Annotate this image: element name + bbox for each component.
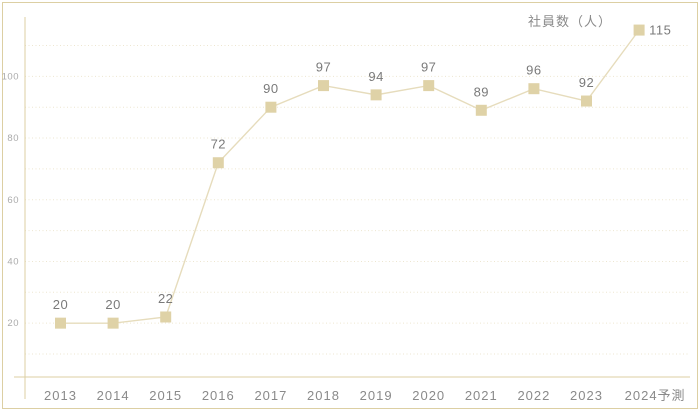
data-point-marker xyxy=(160,311,172,323)
data-point-label: 20 xyxy=(105,297,120,312)
y-tick-label: 80 xyxy=(7,133,19,144)
data-point-label: 22 xyxy=(158,291,173,306)
data-point-label: 89 xyxy=(474,84,489,99)
y-tick-label: 60 xyxy=(7,195,19,206)
x-tick-label: 2024予測 xyxy=(625,388,686,403)
data-point-marker xyxy=(370,89,382,101)
legend-series-name: 社員数（人） xyxy=(527,14,612,29)
chart-frame-border xyxy=(2,2,698,409)
x-tick-label: 2019 xyxy=(360,388,393,403)
x-tick-label: 2016 xyxy=(202,388,235,403)
data-point-label: 115 xyxy=(649,23,671,38)
data-point-marker xyxy=(55,317,66,329)
x-tick-label: 2023 xyxy=(570,388,603,403)
x-tick-label: 2020 xyxy=(412,388,445,403)
data-point-marker xyxy=(212,157,224,169)
x-tick-label: 2022 xyxy=(517,388,550,403)
data-point-label: 97 xyxy=(316,60,331,75)
y-tick-label: 20 xyxy=(7,318,19,329)
data-point-marker xyxy=(423,80,435,92)
data-point-label: 97 xyxy=(421,60,436,75)
data-point-marker xyxy=(318,80,329,92)
data-point-marker xyxy=(265,101,277,113)
x-tick-label: 2018 xyxy=(307,388,340,403)
series-line xyxy=(60,29,640,324)
x-tick-label: 2015 xyxy=(149,388,182,403)
x-tick-label: 2021 xyxy=(465,388,498,403)
data-point-marker xyxy=(475,104,487,116)
x-tick-label: 2017 xyxy=(254,388,287,403)
data-point-label: 92 xyxy=(579,75,594,90)
data-point-marker xyxy=(107,317,119,329)
data-point-label: 94 xyxy=(368,69,383,84)
data-point-marker xyxy=(528,83,540,95)
data-point-label: 72 xyxy=(211,137,226,152)
data-point-marker xyxy=(633,24,645,36)
data-point-label: 90 xyxy=(263,81,278,96)
data-point-marker xyxy=(581,95,592,107)
y-tick-label: 100 xyxy=(2,71,19,82)
y-tick-label: 40 xyxy=(7,256,19,267)
x-tick-label: 2013 xyxy=(44,388,77,403)
data-point-label: 96 xyxy=(526,63,541,78)
x-tick-label: 2014 xyxy=(97,388,130,403)
data-point-label: 20 xyxy=(53,297,68,312)
